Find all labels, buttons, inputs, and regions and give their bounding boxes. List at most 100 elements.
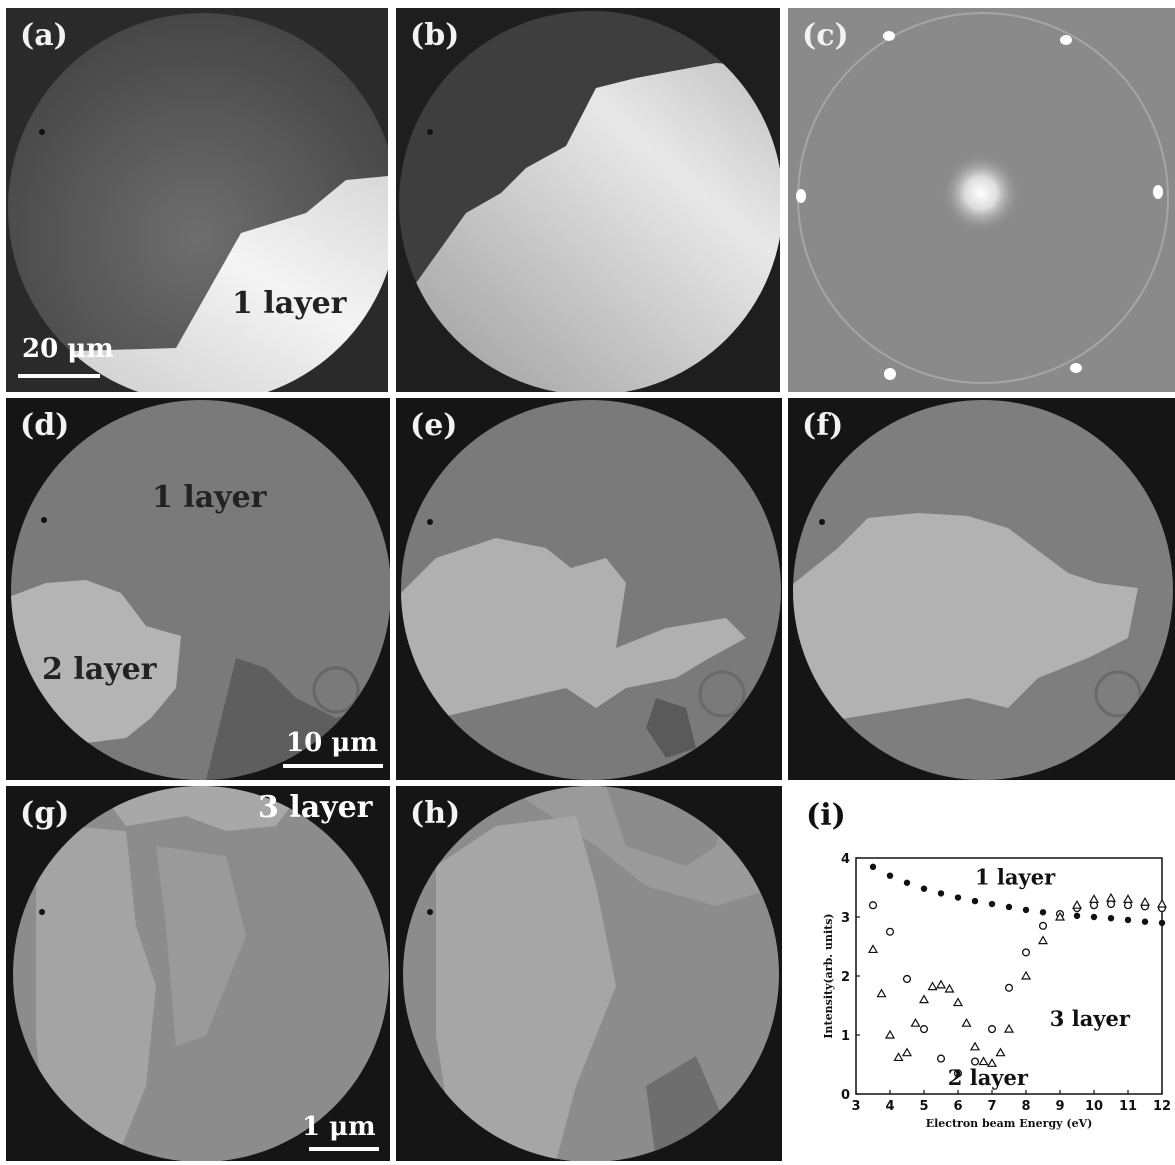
series-3-layer-point <box>1139 897 1151 906</box>
panel-c: (c) <box>788 8 1175 392</box>
series-2-layer-point <box>987 1025 997 1034</box>
series-1-layer-point <box>1158 919 1166 927</box>
series-3-layer-point <box>1020 970 1032 980</box>
y-tick-label: 0 <box>841 1088 850 1103</box>
panel-d-layer-label-1: 1 layer <box>152 480 267 515</box>
x-tick-label: 12 <box>1153 1099 1171 1114</box>
series-3-layer-point <box>969 1041 981 1051</box>
series-1-layer-point <box>954 894 962 901</box>
series-3-layer-point <box>1156 898 1168 908</box>
panel-a-scale-bar <box>18 374 100 378</box>
series-3-layer-point <box>1003 1023 1015 1033</box>
series-2-layer-point <box>868 901 878 910</box>
series-3-layer-point <box>944 983 955 993</box>
series-1-layer-point <box>1022 906 1030 914</box>
panel-d-scale-bar <box>283 764 383 768</box>
y-axis-label: Intensity(arb. units) <box>822 913 835 1038</box>
panel-g-micrograph <box>6 786 390 1161</box>
series-2-layer-point <box>936 1054 946 1063</box>
panel-b-micrograph <box>396 8 780 392</box>
series-3-layer-point <box>961 1017 972 1027</box>
panel-d: (d) 1 layer 2 layer 10 μm <box>6 398 390 780</box>
series-1-layer-point <box>869 863 877 871</box>
series-3-layer-point <box>867 944 879 954</box>
series-1-layer-point <box>988 900 996 908</box>
x-axis-label: Electron beam Energy (eV) <box>926 1117 1093 1130</box>
series-3-layer-point <box>901 1047 913 1057</box>
panel-h-micrograph <box>396 786 782 1161</box>
x-tick-label: 5 <box>919 1099 928 1114</box>
series-1-layer-point <box>1090 913 1098 921</box>
y-tick-label: 4 <box>841 852 850 867</box>
panel-d-label: (d) <box>20 408 70 443</box>
series-3-layer-point <box>1071 899 1083 909</box>
series-2-layer-point <box>919 1025 929 1034</box>
panel-f-label: (f) <box>802 408 844 443</box>
panel-b-label: (b) <box>410 18 460 53</box>
series-3-layer-point <box>1088 894 1100 903</box>
series-1-layer-point <box>886 872 894 879</box>
series-2-layer-point <box>1021 948 1031 957</box>
series-3-layer-point <box>910 1017 921 1027</box>
panel-f-micrograph <box>788 398 1175 780</box>
panel-c-label: (c) <box>802 18 849 53</box>
panel-e: (e) <box>396 398 782 780</box>
series-3-layer-point <box>893 1052 904 1062</box>
series-3-layer-point <box>995 1047 1006 1057</box>
series-1-layer-point <box>1107 914 1115 922</box>
panel-d-layer-label-2: 2 layer <box>42 652 157 687</box>
x-tick-label: 11 <box>1119 1099 1137 1114</box>
series-3-layer-point <box>1105 892 1117 902</box>
panel-a-layer-label: 1 layer <box>232 286 347 321</box>
x-tick-label: 7 <box>987 1099 996 1114</box>
y-tick-label: 3 <box>841 911 850 926</box>
series-1-layer-point <box>1005 903 1013 911</box>
panel-e-micrograph <box>396 398 782 780</box>
panel-h-label: (h) <box>410 796 461 831</box>
panel-g: (g) 3 layer 1 μm <box>6 786 390 1161</box>
panel-e-label: (e) <box>410 408 458 443</box>
panel-d-micrograph <box>6 398 390 780</box>
series-3-layer-point <box>927 981 938 991</box>
x-tick-label: 4 <box>885 1099 894 1114</box>
x-tick-label: 10 <box>1085 1099 1103 1114</box>
panel-b: (b) <box>396 8 780 392</box>
panel-f: (f) <box>788 398 1175 780</box>
series-2-layer-point <box>1004 983 1014 992</box>
panel-d-scale-text: 10 μm <box>286 728 378 758</box>
panel-g-scale-text: 1 μm <box>302 1112 376 1142</box>
series-3-layer-point <box>1122 894 1134 903</box>
panel-i: (i) 3 4 5 6 7 8 9 10 11 12 0 1 2 3 4 Electron beam Ener… <box>786 784 1175 1161</box>
series-3-layer-point <box>935 979 947 989</box>
panel-c-leed-pattern <box>788 8 1175 392</box>
series-3-layer-point <box>918 994 930 1004</box>
x-tick-label: 8 <box>1021 1099 1030 1114</box>
y-tick-label: 2 <box>841 970 850 985</box>
x-tick-label: 6 <box>953 1099 962 1114</box>
panel-i-label: (i) <box>806 798 846 833</box>
series-1-layer-point <box>937 890 945 897</box>
series-1-layer-point <box>920 885 928 892</box>
series-2-layer-point <box>970 1057 980 1066</box>
series-label-2: 2 layer <box>948 1065 1029 1090</box>
series-3-layer-point <box>1037 935 1049 945</box>
panel-g-label: (g) <box>20 796 70 831</box>
series-1-layer-point <box>1124 916 1132 924</box>
series-2-layer-point <box>885 927 895 936</box>
series-1-layer-point <box>1141 918 1149 925</box>
series-3-layer-point <box>876 988 887 998</box>
series-3-layer-point <box>986 1058 998 1067</box>
series-2-layer-point <box>902 974 912 984</box>
series-3-layer-point <box>952 997 964 1007</box>
series-1-layer-point <box>971 897 979 905</box>
series-1-layer-point <box>903 879 911 886</box>
panel-a-label: (a) <box>20 18 68 53</box>
series-3-layer-point <box>1054 911 1066 921</box>
series-label-3: 3 layer <box>1050 1006 1131 1031</box>
y-tick-label: 1 <box>841 1029 850 1044</box>
series-1-layer-point <box>1039 909 1047 916</box>
panel-a: (a) 1 layer 20 μm <box>6 8 388 392</box>
series-label-1: 1 layer <box>975 865 1056 890</box>
series-2-layer-point <box>1038 921 1048 930</box>
